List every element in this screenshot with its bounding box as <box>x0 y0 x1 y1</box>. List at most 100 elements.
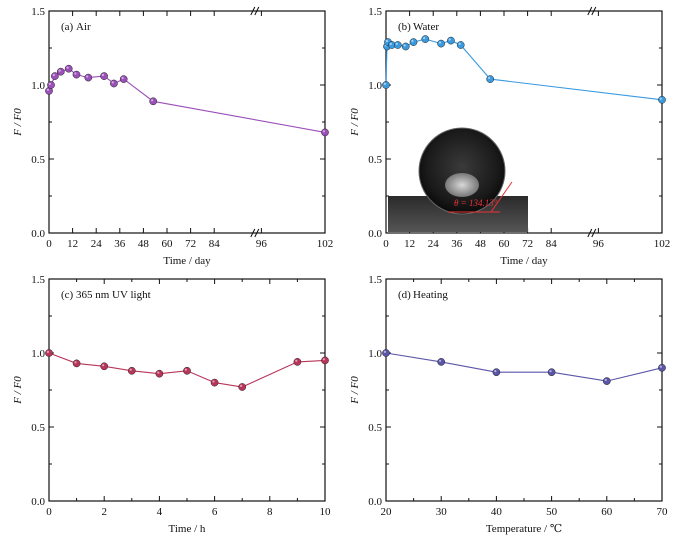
x-tick-label: 48 <box>138 238 150 250</box>
data-point <box>72 359 81 368</box>
data-point-highlight <box>86 75 89 78</box>
tangent-line <box>490 181 513 213</box>
y-tick-label: 1.5 <box>31 274 45 286</box>
series-label: 365 nm UV light <box>76 289 151 301</box>
data-point-highlight <box>184 368 187 371</box>
panel-water: (b) Water Time / day F / F0 0.0 0.5 1.0 1.5… <box>349 6 670 267</box>
data-point <box>119 75 128 83</box>
data-point-highlight <box>46 88 50 91</box>
axis-break-mark <box>591 6 597 16</box>
x-tick-label: 36 <box>451 238 463 250</box>
x-tick-label: 0 <box>383 238 389 250</box>
data-point-highlight <box>322 358 325 361</box>
x-tick-label: 84 <box>546 238 558 250</box>
data-point <box>47 81 55 89</box>
data-point-highlight <box>411 39 414 43</box>
data-point <box>547 368 556 377</box>
data-point <box>72 70 81 79</box>
contact-angle-label: θ = 134.13° <box>454 198 498 208</box>
panel-heating: (d) Heating Temperature / ℃ F / F0 0.0 0.… <box>349 274 668 535</box>
series-line <box>385 352 663 382</box>
data-point-highlight <box>240 384 243 387</box>
data-point-highlight <box>385 39 388 43</box>
data-point-highlight <box>659 365 663 368</box>
data-point-highlight <box>52 73 55 77</box>
x-tick-label: 72 <box>185 238 196 250</box>
data-point-highlight <box>659 97 663 100</box>
panel-tag: (d) <box>398 289 411 301</box>
y-tick-label: 0.5 <box>31 154 45 166</box>
data-point <box>486 75 495 83</box>
y-tick-label: 0.5 <box>368 422 382 434</box>
y-tick-label: 0.0 <box>368 496 382 508</box>
x-axis-title: Temperature / ℃ <box>486 523 562 535</box>
x-tick-label: 24 <box>428 238 440 250</box>
x-tick-label: 2 <box>101 506 107 518</box>
data-point <box>321 356 329 365</box>
y-axis-title: F / F0 <box>349 376 361 405</box>
data-point <box>492 368 501 377</box>
data-point-highlight <box>66 66 69 69</box>
x-tick-label: 12 <box>67 238 78 250</box>
data-point <box>183 366 191 375</box>
data-point <box>56 67 65 76</box>
y-tick-label: 1.5 <box>368 274 382 286</box>
data-point <box>401 42 410 51</box>
data-point <box>155 369 164 378</box>
x-tick-label: 6 <box>212 506 218 518</box>
y-tick-label: 1.0 <box>31 348 45 360</box>
x-tick-label: 84 <box>209 238 221 250</box>
data-point <box>658 363 666 372</box>
x-tick-label: 10 <box>320 506 332 518</box>
data-point <box>110 79 118 88</box>
y-axis-title: F / F0 <box>12 376 24 405</box>
droplet-shape <box>418 127 506 215</box>
x-tick-label: 70 <box>657 506 669 518</box>
y-tick-label: 0.0 <box>31 496 45 508</box>
data-point <box>210 378 219 387</box>
data-point <box>382 349 390 357</box>
data-point <box>238 383 247 391</box>
plot-frame <box>48 10 326 234</box>
y-tick-label: 0.0 <box>31 228 45 240</box>
series-label: Air <box>76 21 91 33</box>
data-point-highlight <box>48 82 52 85</box>
data-point-highlight <box>157 371 160 374</box>
x-tick-label: 96 <box>593 238 605 250</box>
data-point <box>293 358 302 366</box>
axis-break-mark <box>587 6 593 16</box>
data-point-highlight <box>46 350 50 353</box>
data-point-highlight <box>423 36 426 40</box>
data-point-highlight <box>295 359 298 362</box>
x-tick-label: 96 <box>256 238 268 250</box>
axis-break-mark <box>591 228 597 238</box>
plot-frame <box>385 278 663 502</box>
x-tick-label: 36 <box>114 238 126 250</box>
data-point-highlight <box>549 370 552 373</box>
data-point-highlight <box>604 378 607 382</box>
y-tick-label: 1.5 <box>31 6 45 18</box>
data-point-highlight <box>383 350 386 353</box>
x-tick-label: 20 <box>381 506 393 518</box>
axis-break-mark <box>254 228 260 238</box>
data-point-highlight <box>439 359 442 362</box>
data-point-highlight <box>395 42 398 46</box>
data-point-highlight <box>58 69 61 72</box>
x-axis-title: Time / h <box>169 523 206 535</box>
x-tick-label: 48 <box>475 238 487 250</box>
data-point <box>437 358 446 366</box>
data-point <box>602 377 611 385</box>
x-tick-label: 12 <box>404 238 415 250</box>
data-point-highlight <box>403 44 406 47</box>
panel-uv: (c) 365 nm UV light Time / h F / F0 0.00… <box>12 274 331 535</box>
data-point-highlight <box>129 368 132 371</box>
svg-text:F / F0: F / F0 <box>12 376 24 405</box>
axis-break-mark <box>587 228 593 238</box>
data-point <box>64 64 73 73</box>
x-axis-title: Time / day <box>500 255 548 267</box>
y-tick-label: 0.0 <box>368 228 382 240</box>
x-tick-label: 8 <box>267 506 273 518</box>
data-point <box>456 41 465 49</box>
x-tick-label: 102 <box>317 238 334 250</box>
